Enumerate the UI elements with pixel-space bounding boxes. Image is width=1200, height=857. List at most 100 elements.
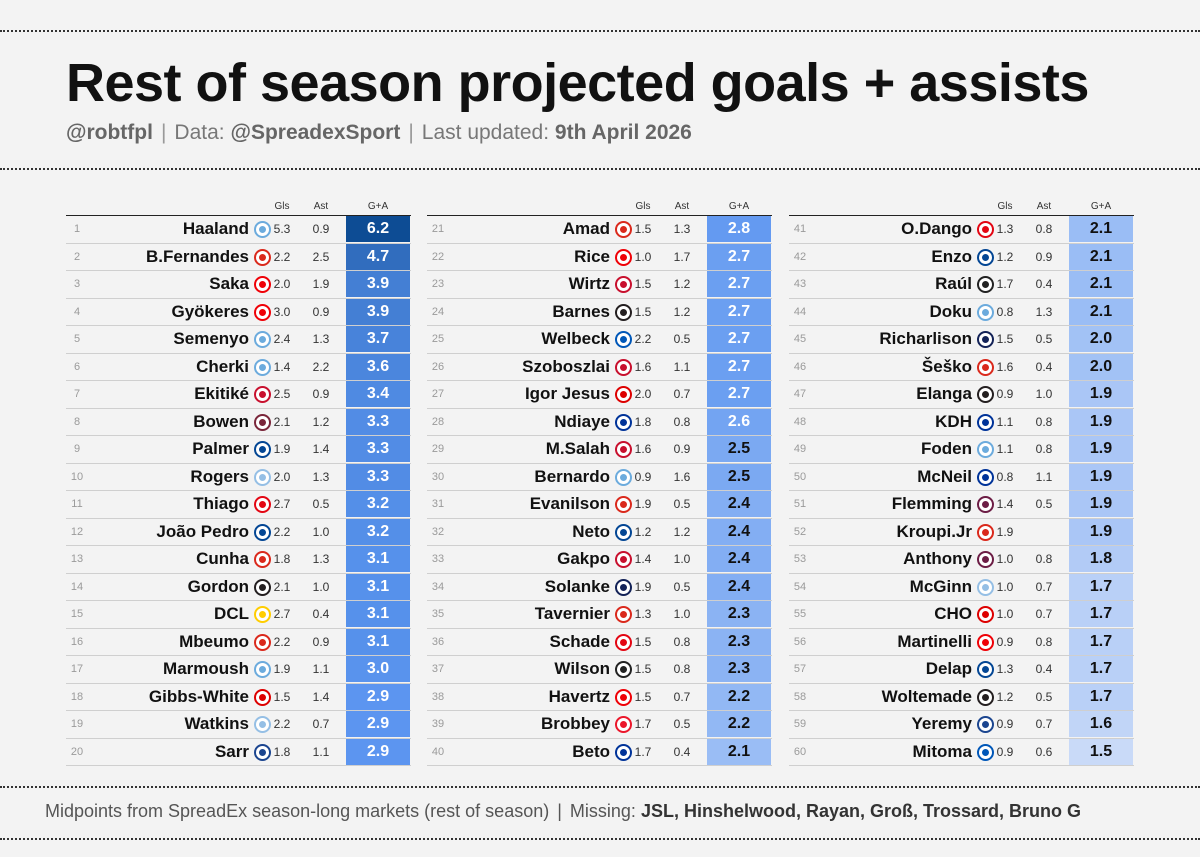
club-crest-icon <box>977 413 994 431</box>
player-name: Rice <box>574 246 610 266</box>
table-row: 37 Wilson 1.5 0.8 2.3 <box>427 656 772 684</box>
row-rank: 59 <box>793 718 807 730</box>
table-row: 34 Solanke 1.9 0.5 2.4 <box>427 573 772 601</box>
goals-value: 2.0 <box>273 469 291 484</box>
club-crest-icon <box>254 743 271 761</box>
club-crest-icon <box>977 523 994 541</box>
assists-value: 0.7 <box>312 717 330 731</box>
ga-cell: 2.7 <box>707 243 771 270</box>
row-rank: 29 <box>431 443 445 455</box>
goals-value: 2.2 <box>273 249 291 264</box>
ga-cell: 2.1 <box>1069 271 1133 297</box>
assists-value: 1.0 <box>673 552 691 566</box>
row-rank: 40 <box>431 745 445 758</box>
goals-value: 1.8 <box>634 414 652 429</box>
player-name: Šeško <box>921 356 972 376</box>
ga-cell: 2.2 <box>707 711 771 737</box>
club-crest-icon <box>977 441 994 458</box>
club-crest-icon <box>977 688 994 706</box>
table-rows: 1 Haaland 5.3 0.9 6.2 2 B.Fernandes 2.2 2.5 4.7 3 S… <box>66 215 411 766</box>
table-row: 28 Ndiaye 1.8 0.8 2.6 <box>427 408 772 436</box>
club-crest-icon <box>254 716 271 733</box>
row-rank: 14 <box>70 580 84 593</box>
player-name: Mitoma <box>912 741 973 761</box>
player-name: Ekitiké <box>194 384 249 403</box>
player-name: Barnes <box>552 301 610 321</box>
player-name: McNeil <box>917 466 972 486</box>
assists-value: 1.1 <box>312 662 330 676</box>
table-row: 14 Gordon 2.1 1.0 3.1 <box>66 573 411 601</box>
club-crest-icon <box>977 303 994 321</box>
goals-value: 2.4 <box>273 332 291 346</box>
ga-cell: 3.2 <box>346 518 410 545</box>
club-crest-icon <box>977 248 994 266</box>
goals-value: 2.7 <box>273 607 291 621</box>
updated-date: 9th April 2026 <box>554 121 692 144</box>
header-divider <box>0 168 1200 170</box>
goals-value: 1.7 <box>634 717 652 731</box>
table-row: 51 Flemming 1.4 0.5 1.9 <box>789 491 1134 519</box>
row-rank: 43 <box>793 278 807 290</box>
goals-value: 0.9 <box>634 469 652 484</box>
table-row: 48 KDH 1.1 0.8 1.9 <box>789 408 1134 436</box>
player-name: Bowen <box>193 411 249 431</box>
ga-cell: 1.9 <box>1069 491 1133 517</box>
row-rank: 15 <box>70 608 84 620</box>
row-rank: 11 <box>71 498 83 510</box>
table-row: 18 Gibbs-White 1.5 1.4 2.9 <box>66 683 411 711</box>
club-crest-icon <box>254 578 271 596</box>
table-row: 9 Palmer 1.9 1.4 3.3 <box>66 436 411 464</box>
player-name: Gyökeres <box>171 301 250 321</box>
player-name: Palmer <box>192 439 249 458</box>
assists-value: 1.0 <box>312 524 330 539</box>
goals-value: 1.9 <box>273 442 291 456</box>
row-rank: 7 <box>73 388 81 400</box>
assists-value: 0.7 <box>1035 579 1053 594</box>
player-name: Semenyo <box>173 329 249 348</box>
goals-value: 2.2 <box>273 634 291 649</box>
ga-cell: 1.6 <box>1069 711 1133 737</box>
goals-value: 0.8 <box>996 304 1014 319</box>
assists-value: 1.1 <box>312 744 330 759</box>
club-crest-icon <box>615 633 632 651</box>
table-row: 59 Yeremy 0.9 0.7 1.6 <box>789 711 1134 739</box>
player-name: Kroupi.Jr <box>896 521 972 541</box>
player-name: Anthony <box>903 549 972 568</box>
player-name: Wirtz <box>568 274 610 293</box>
ga-cell: 3.3 <box>346 463 410 490</box>
header-ga: G+A <box>367 201 389 212</box>
table-row: 42 Enzo 1.2 0.9 2.1 <box>789 243 1134 271</box>
table-row: 6 Cherki 1.4 2.2 3.6 <box>66 353 411 381</box>
row-rank: 51 <box>793 498 807 510</box>
goals-value: 1.2 <box>634 524 652 539</box>
footer-divider <box>0 786 1200 788</box>
goals-value: 1.1 <box>996 442 1014 456</box>
player-name: Rogers <box>190 466 249 486</box>
ga-cell: 1.7 <box>1069 628 1133 655</box>
row-rank: 28 <box>431 415 445 428</box>
ga-cell: 3.3 <box>346 436 410 462</box>
goals-value: 1.5 <box>634 222 652 236</box>
table-row: 5 Semenyo 2.4 1.3 3.7 <box>66 326 411 354</box>
goals-value: 1.0 <box>634 249 652 264</box>
assists-value: 1.4 <box>312 689 330 704</box>
club-crest-icon <box>254 633 271 651</box>
assists-value: 0.4 <box>312 607 330 621</box>
row-rank: 32 <box>431 525 445 538</box>
row-rank: 21 <box>431 223 445 235</box>
player-name: B.Fernandes <box>146 246 249 266</box>
player-name: Evanilson <box>529 494 610 513</box>
goals-value: 2.2 <box>273 524 291 539</box>
club-crest-icon <box>615 523 632 541</box>
table-row: 49 Foden 1.1 0.8 1.9 <box>789 436 1134 464</box>
ga-cell: 6.2 <box>346 216 410 242</box>
ga-cell: 2.7 <box>707 353 771 380</box>
table-row: 50 McNeil 0.8 1.1 1.9 <box>789 463 1134 491</box>
goals-value: 1.0 <box>996 607 1014 621</box>
ga-cell: 2.9 <box>346 683 410 710</box>
player-name: Neto <box>572 521 610 541</box>
player-name: Tavernier <box>534 604 610 623</box>
club-crest-icon <box>977 496 994 513</box>
goals-value: 2.2 <box>634 332 652 346</box>
player-name: CHO <box>934 604 972 623</box>
